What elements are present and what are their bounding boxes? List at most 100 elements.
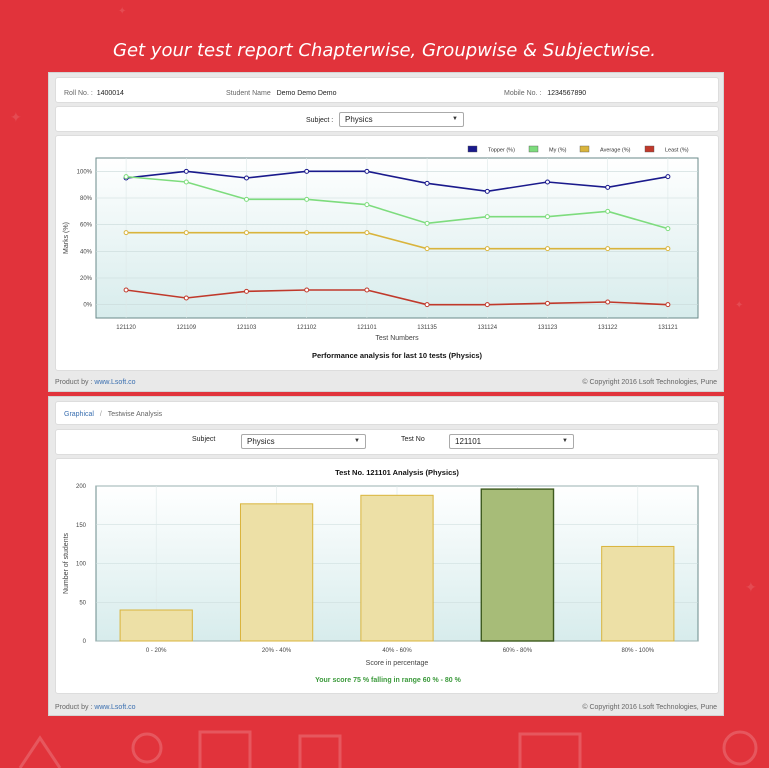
data-point: [304, 287, 310, 293]
bar-chart-card: Test No. 121101 Analysis (Physics) 0 50 100…: [55, 458, 719, 694]
data-point: [605, 246, 611, 252]
x-tick-label: 80% - 100%: [621, 648, 654, 654]
x-tick-label: 131135: [417, 325, 437, 331]
score-message: Your score 75 % falling in range 60 % - …: [315, 677, 461, 684]
headline: Get your test report Chapterwise, Groupw…: [113, 40, 656, 61]
legend-swatch: [579, 145, 590, 153]
x-axis-label: Test Numbers: [375, 335, 419, 342]
breadcrumb: Graphical / Testwise Analysis: [55, 401, 719, 425]
product-link[interactable]: www.Lsoft.co: [94, 379, 136, 386]
data-point: [244, 230, 249, 236]
y-tick-label: 80%: [80, 196, 93, 202]
data-point: [304, 230, 310, 236]
y-tick-label: 0: [83, 639, 87, 645]
breadcrumb-graphical-link[interactable]: Graphical: [64, 411, 94, 418]
footer-product: Product by : www.Lsoft.co: [55, 704, 136, 711]
data-point: [665, 246, 671, 252]
data-point: [364, 168, 370, 174]
test-no-label: Test No: [401, 436, 425, 443]
background-sparkle-icon: ✦: [10, 110, 22, 126]
background-sparkle-icon: ✦: [745, 580, 757, 596]
performance-line-chart: 0% 20% 40% 60% 80% 100% 121120 121109 121103 1211…: [63, 145, 699, 360]
bar: [239, 503, 314, 642]
series-line: [125, 289, 668, 306]
subject-filter-card: Subject : Physics ▼: [55, 106, 719, 132]
legend-label: Topper (%): [488, 148, 515, 154]
y-tick-label: 50: [79, 600, 86, 606]
x-axis-label: Score in percentage: [366, 660, 429, 667]
series-line: [126, 231, 668, 250]
y-tick-label: 20%: [80, 276, 93, 282]
data-point: [123, 174, 129, 180]
testwise-panel: Graphical / Testwise Analysis Subject Ph…: [48, 396, 724, 716]
data-point: [665, 174, 671, 180]
product-link[interactable]: www.Lsoft.co: [94, 704, 136, 711]
chart-title: Performance analysis for last 10 tests (…: [312, 351, 483, 360]
data-point: [545, 214, 550, 220]
data-point: [183, 179, 189, 185]
test-filter-card: Subject Physics ▼ Test No 121101 ▼: [55, 429, 719, 455]
data-point: [183, 230, 189, 236]
data-point: [304, 168, 310, 174]
data-point: [123, 287, 129, 293]
y-axis-label: Marks (%): [63, 222, 70, 254]
background-icons: [18, 730, 758, 768]
data-point: [665, 226, 671, 232]
background-sparkle-icon: ✦: [118, 6, 127, 17]
footer-product: Product by : www.Lsoft.co: [55, 379, 136, 386]
x-tick-label: 121101: [357, 325, 377, 331]
legend-swatch: [644, 145, 655, 153]
data-point: [484, 246, 490, 252]
data-point: [484, 188, 490, 194]
data-point: [545, 300, 550, 306]
footer-copyright: © Copyright 2016 Lsoft Technologies, Pun…: [582, 704, 717, 711]
chevron-down-icon: ▼: [562, 438, 568, 444]
test-number-select[interactable]: 121101 ▼: [449, 434, 574, 449]
chevron-down-icon: ▼: [452, 116, 458, 122]
mobile-number: Mobile No. : 1234567890: [504, 90, 587, 97]
subject-label: Subject: [192, 436, 216, 443]
x-tick-label: 131124: [478, 325, 498, 331]
testwise-bar-chart: Test No. 121101 Analysis (Physics) 0 50 100…: [63, 468, 699, 667]
x-tick-label: 0 - 20%: [146, 648, 167, 654]
data-point: [665, 302, 671, 308]
x-tick-label: 121120: [116, 325, 136, 331]
bar: [360, 494, 434, 642]
data-point: [484, 214, 490, 220]
breadcrumb-separator: /: [99, 411, 102, 418]
data-point: [364, 287, 370, 293]
data-point: [244, 288, 249, 294]
data-point: [605, 299, 611, 305]
data-point: [424, 246, 430, 252]
y-tick-label: 40%: [80, 249, 93, 255]
subject-select[interactable]: Physics ▼: [339, 112, 464, 127]
y-tick-label: 100: [76, 562, 87, 568]
line-chart-card: 0% 20% 40% 60% 80% 100% 121120 121109 121103 1211…: [55, 135, 719, 371]
subject-select[interactable]: Physics ▼: [241, 434, 366, 449]
y-tick-label: 60%: [80, 223, 93, 229]
y-tick-label: 150: [76, 523, 87, 529]
x-tick-label: 121102: [297, 325, 317, 331]
data-point: [123, 230, 129, 236]
data-point: [304, 196, 310, 202]
data-point: [364, 230, 370, 236]
x-tick-label: 131123: [538, 325, 558, 331]
legend-label: Least (%): [665, 148, 689, 154]
footer-copyright: © Copyright 2016 Lsoft Technologies, Pun…: [582, 379, 717, 386]
roll-number: Roll No. : 1400014: [64, 90, 124, 97]
chart-title: Test No. 121101 Analysis (Physics): [335, 468, 459, 477]
legend-swatch: [467, 145, 478, 153]
data-point: [183, 168, 189, 174]
chevron-down-icon: ▼: [354, 438, 360, 444]
x-tick-label: 60% - 80%: [503, 648, 533, 654]
breadcrumb-current: Testwise Analysis: [107, 411, 163, 418]
series-line: [126, 175, 669, 230]
series-line: [126, 170, 669, 193]
x-tick-label: 40% - 60%: [382, 648, 412, 654]
data-point: [605, 208, 611, 214]
bar: [601, 545, 675, 642]
x-tick-label: 131122: [598, 325, 618, 331]
background-sparkle-icon: ✦: [735, 300, 744, 311]
y-tick-label: 200: [76, 484, 87, 490]
subject-label: Subject :: [306, 117, 334, 124]
